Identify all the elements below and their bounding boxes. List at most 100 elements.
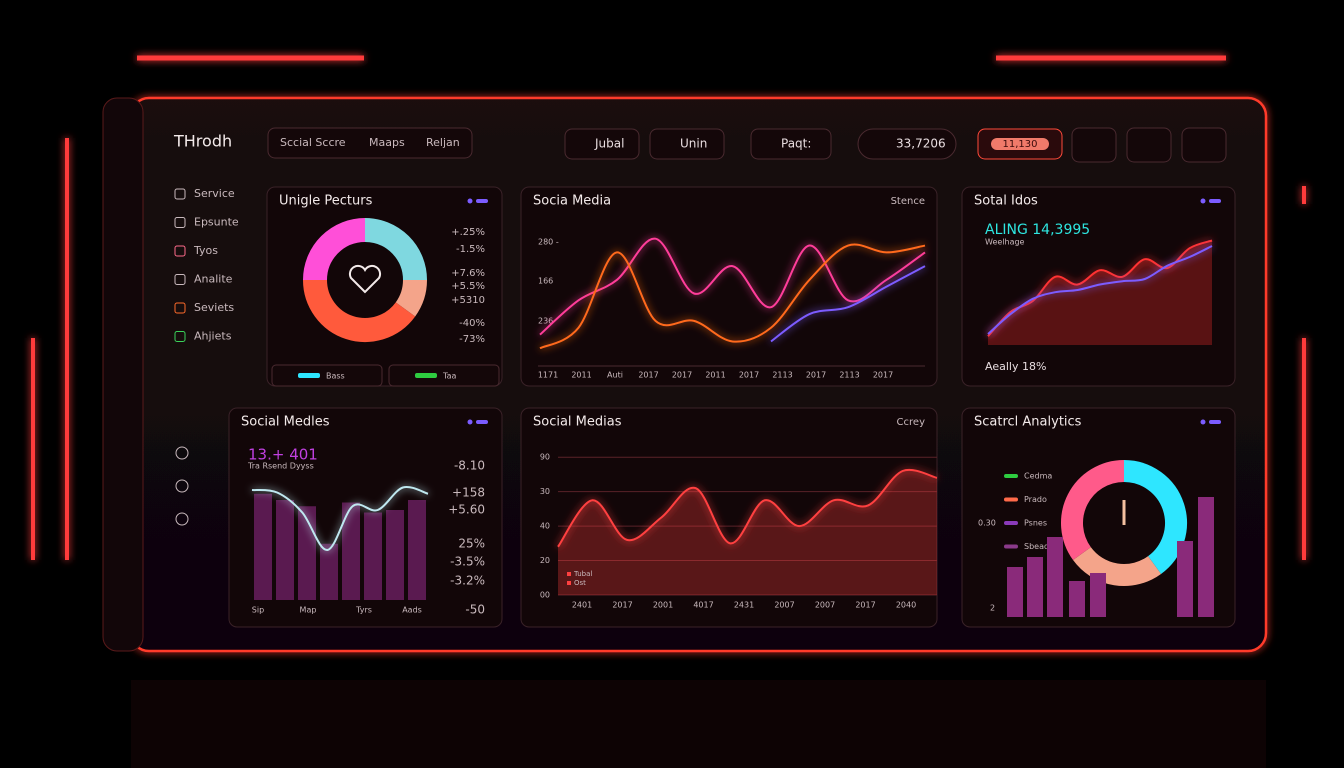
bar (1090, 573, 1106, 617)
legend-swatch (415, 373, 437, 378)
donut-segment (1073, 546, 1162, 586)
button-label[interactable]: Unin (680, 137, 707, 151)
frame-edge (102, 97, 144, 652)
trend-line (251, 485, 429, 551)
badge-fill (991, 138, 1049, 150)
nav-item: Reljan (426, 136, 460, 149)
panel-title: Unigle Pecturs (279, 194, 373, 209)
side-item[interactable]: Seviets (194, 301, 234, 314)
x-label: 2011 (571, 371, 591, 380)
legend-label: Prado (1024, 495, 1047, 504)
x-label: 2431 (734, 601, 754, 610)
y-tick-label: 20 (540, 556, 550, 565)
donut-segment (1123, 460, 1187, 574)
x-label: 2040 (896, 601, 916, 610)
x-label: 2113 (839, 371, 859, 380)
panel-action[interactable]: Ccrey (897, 417, 926, 428)
side-nav-icon (175, 479, 189, 493)
button-label[interactable]: Paqt: (781, 137, 811, 151)
subtitle: Weelhage (985, 238, 1025, 247)
stat-label: 25% (458, 537, 485, 551)
stat-label: -3.5% (450, 555, 485, 569)
side-nav-icon (175, 512, 189, 526)
heart-icon (348, 264, 382, 294)
legend-swatch (298, 373, 320, 378)
series-line (770, 265, 926, 343)
side-item[interactable]: Analite (194, 273, 233, 286)
button[interactable] (564, 128, 640, 160)
panel-title: Socia Media (533, 194, 611, 209)
side-nav-icon (175, 446, 189, 460)
y-label: 236 (538, 317, 553, 326)
side-item[interactable]: Service (194, 187, 235, 200)
bar (1069, 581, 1085, 617)
footer: Aeally 18% (985, 360, 1046, 373)
donut-segment (1061, 460, 1125, 561)
legend-label: Tubal (573, 570, 592, 578)
x-label: 2017 (806, 371, 826, 380)
donut-segment (395, 279, 427, 317)
x-label: 2017 (739, 371, 759, 380)
series-line (539, 237, 926, 336)
series-line (987, 245, 1213, 335)
x-label: 1171 (538, 371, 558, 380)
x-label: Aads (402, 606, 422, 615)
stat-label: -1.5% (456, 244, 485, 255)
side-item[interactable]: Tyos (193, 244, 218, 257)
side-icon (174, 331, 186, 342)
bar (1047, 537, 1063, 617)
x-label: 2017 (855, 601, 875, 610)
donut-segment (303, 279, 416, 342)
search[interactable] (857, 128, 957, 160)
x-label: 2007 (774, 601, 794, 610)
bar (364, 512, 382, 600)
x-label: Auti (607, 371, 623, 380)
brand: THrodh (173, 132, 232, 151)
subtitle: Tra Rsend Dyyss (247, 462, 314, 471)
axis-label: 2 (990, 604, 995, 613)
stat-label: +158 (452, 486, 485, 500)
icon-button[interactable] (1126, 127, 1172, 163)
panel-title: Social Medles (241, 415, 330, 430)
x-label: 2017 (873, 371, 893, 380)
panel (520, 407, 938, 628)
bar (254, 493, 272, 600)
status-bar (1209, 420, 1221, 424)
bar (408, 500, 426, 600)
stat-label: +5.5% (451, 281, 485, 292)
stat-label: -73% (459, 334, 485, 345)
x-label: 2001 (653, 601, 673, 610)
y-tick-label: 40 (540, 522, 550, 531)
headline: ALING 14,3995 (985, 222, 1090, 238)
stat-label: +.25% (451, 227, 485, 238)
icon-button[interactable] (1181, 127, 1227, 163)
x-label: Map (300, 606, 317, 615)
x-label: 2401 (572, 601, 592, 610)
status-dot (467, 419, 473, 425)
legend-swatch (567, 572, 571, 576)
side-icon (174, 274, 186, 285)
side-item[interactable]: Ahjiets (194, 330, 232, 343)
y-label: 280 - (538, 238, 559, 247)
button[interactable] (750, 128, 832, 160)
stat-label: +7.6% (451, 268, 485, 279)
headline: 13.+ 401 (248, 446, 318, 464)
nav-pill (267, 127, 473, 159)
side-item[interactable]: Epsunte (194, 216, 239, 229)
panel (520, 186, 938, 387)
panel-title: Scatrcl Analytics (974, 415, 1082, 430)
status-dot (1200, 198, 1206, 204)
legend-swatch (1004, 474, 1018, 478)
status-bar (476, 199, 488, 203)
x-label: 2017 (672, 371, 692, 380)
panel-action[interactable]: Stence (891, 196, 925, 207)
legend-swatch (567, 581, 571, 585)
button[interactable] (649, 128, 725, 160)
stat-label: -40% (459, 318, 485, 329)
icon-button[interactable] (1071, 127, 1117, 163)
series-line-area (988, 240, 1212, 345)
nav-item: Sccial Sccre (280, 136, 346, 149)
button-label[interactable]: Jubal (594, 137, 624, 151)
